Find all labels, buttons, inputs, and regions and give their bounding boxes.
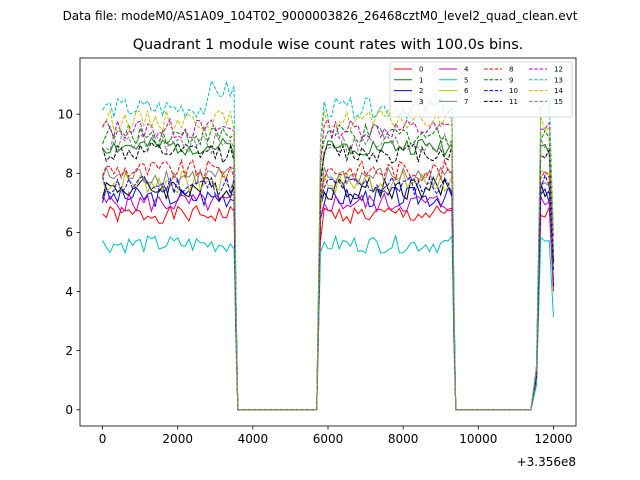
series-line-12 xyxy=(102,117,554,411)
legend-label-1: 1 xyxy=(419,76,423,84)
series-line-9 xyxy=(102,122,554,411)
legend-label-4: 4 xyxy=(464,66,469,74)
x-tick-label: 4000 xyxy=(238,432,269,446)
legend-label-13: 13 xyxy=(554,76,563,84)
legend-label-8: 8 xyxy=(509,66,513,74)
x-tick-label: 6000 xyxy=(313,432,344,446)
y-tick-label: 4 xyxy=(65,285,73,299)
series-line-13 xyxy=(102,79,554,411)
x-tick-label: 12000 xyxy=(534,432,572,446)
series-line-10 xyxy=(102,173,554,411)
x-tick-label: 0 xyxy=(99,432,107,446)
x-axis-offset-label: +3.356e8 xyxy=(517,455,576,469)
legend-label-5: 5 xyxy=(464,76,468,84)
y-tick-label: 6 xyxy=(65,226,73,240)
legend-label-12: 12 xyxy=(554,66,563,74)
series-line-6 xyxy=(102,169,554,411)
plot-area: 0 2000 4000 6000 8000 10000 120000246810012345… xyxy=(58,57,577,446)
x-tick-label: 10000 xyxy=(459,432,497,446)
series-line-2 xyxy=(102,185,554,411)
series-line-5 xyxy=(102,234,554,411)
y-tick-label: 10 xyxy=(58,107,73,121)
legend-label-7: 7 xyxy=(464,98,468,106)
y-tick-label: 8 xyxy=(65,167,73,181)
legend-label-15: 15 xyxy=(554,98,563,106)
series-line-4 xyxy=(102,190,554,411)
series-line-15 xyxy=(102,132,554,411)
legend-label-14: 14 xyxy=(554,87,563,95)
legend-label-3: 3 xyxy=(419,98,423,106)
legend-label-6: 6 xyxy=(464,87,469,95)
chart-title: Quadrant 1 module wise count rates with … xyxy=(133,37,524,53)
legend-label-11: 11 xyxy=(509,98,518,106)
y-tick-label: 2 xyxy=(65,344,73,358)
legend-box xyxy=(389,61,573,118)
y-tick-label: 0 xyxy=(65,403,73,417)
x-tick-label: 2000 xyxy=(162,432,193,446)
series-line-11 xyxy=(102,141,554,411)
legend-label-9: 9 xyxy=(509,76,513,84)
series-line-3 xyxy=(102,175,554,411)
series-line-8 xyxy=(102,158,554,411)
x-tick-label: 8000 xyxy=(388,432,419,446)
series-line-14 xyxy=(102,108,554,411)
legend-label-0: 0 xyxy=(419,66,423,74)
series-line-7 xyxy=(102,166,554,411)
figure-suptitle: Data file: modeM0/AS1A09_104T02_90000038… xyxy=(63,9,578,23)
legend-label-10: 10 xyxy=(509,87,518,95)
legend-label-2: 2 xyxy=(419,87,423,95)
